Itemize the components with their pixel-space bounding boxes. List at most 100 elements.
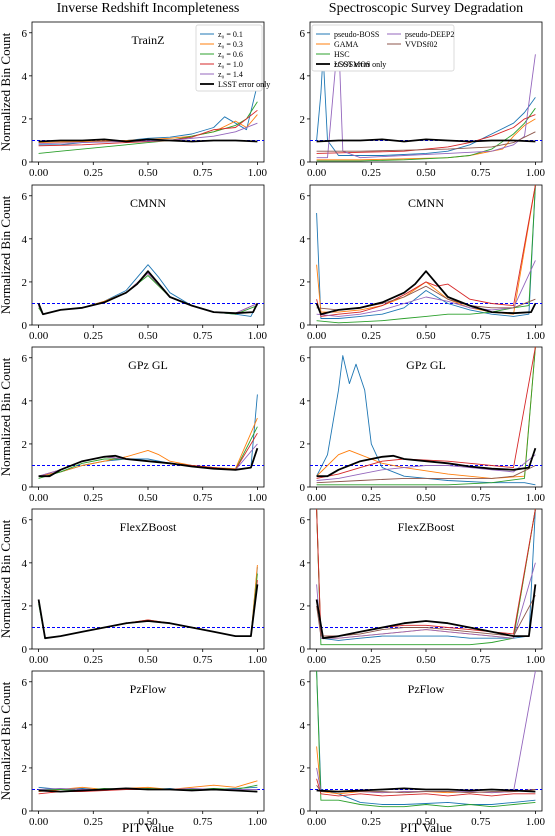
x-axis-label-left: PIT Value <box>122 820 174 835</box>
x-tick-label: 0.00 <box>307 492 327 504</box>
x-tick-label: 0.00 <box>307 167 327 179</box>
x-tick-label: 0.00 <box>29 492 49 504</box>
y-tick-label: 0 <box>22 157 28 169</box>
x-tick-label: 0.25 <box>84 167 104 179</box>
legend-label: z₀ = 0.3 <box>218 40 243 49</box>
series-line-zcosmos <box>316 185 536 317</box>
x-tick-label: 1.00 <box>526 330 546 342</box>
y-tick-label: 6 <box>300 353 306 365</box>
x-tick-label: 0.75 <box>471 654 491 666</box>
x-tick-label: 0.75 <box>471 167 491 179</box>
y-tick-label: 6 <box>22 28 28 40</box>
plot-frame <box>309 184 543 326</box>
series-line-lsst-error-only <box>38 138 258 143</box>
x-tick-label: 0.75 <box>193 167 213 179</box>
series-line-hsc <box>316 107 536 162</box>
panel-title: PzFlow <box>408 682 445 696</box>
x-tick-label: 0.25 <box>362 330 382 342</box>
series-line-z-0-6 <box>38 101 258 154</box>
y-tick-label: 4 <box>300 234 306 246</box>
x-tick-label: 0.25 <box>362 816 382 828</box>
y-tick-label: 2 <box>300 439 306 451</box>
y-tick-label: 4 <box>300 71 306 83</box>
y-tick-label: 6 <box>300 28 306 40</box>
y-tick-label: 6 <box>22 677 28 689</box>
series-line-zcosmos <box>316 114 536 154</box>
y-tick-label: 4 <box>22 396 28 408</box>
y-tick-label: 4 <box>300 720 306 732</box>
panel-gpz-gl-left: GPz GL 0 2 4 6 0.00 0.25 0.50 0.75 1.00 Normalized… <box>0 346 268 504</box>
x-tick-label: 1.00 <box>526 167 546 179</box>
series-line-lsst-error-only <box>37 584 259 640</box>
y-tick-label: 0 <box>22 644 28 656</box>
y-tick-label: 2 <box>22 439 28 451</box>
y-axis-label: Normalized Bin Count <box>0 32 13 151</box>
legend-box <box>311 24 455 72</box>
series-line-lsst-error-only <box>38 787 258 793</box>
panel-flexzboost-right: FlexZBoost 0 2 4 6 0.00 0.25 0.50 0.75 1.00 <box>300 508 546 666</box>
x-tick-label: 0.75 <box>193 816 213 828</box>
y-tick-label: 2 <box>22 277 28 289</box>
y-tick-label: 4 <box>22 71 28 83</box>
legend-label: LSST error only <box>218 80 270 89</box>
column-title-left: Inverse Redshift Incompleteness <box>57 1 240 16</box>
x-tick-label: 0.75 <box>471 816 491 828</box>
x-tick-label: 0.00 <box>307 654 327 666</box>
y-tick-label: 2 <box>22 114 28 126</box>
y-tick-label: 0 <box>300 157 306 169</box>
x-tick-label: 0.75 <box>471 492 491 504</box>
y-axis-label: Normalized Bin Count <box>0 357 13 476</box>
x-axis-labels: PIT Value PIT Value <box>122 820 452 835</box>
y-tick-label: 4 <box>300 396 306 408</box>
y-tick-label: 2 <box>22 601 28 613</box>
column-titles: Inverse Redshift Incompleteness Spectrosc… <box>57 1 524 16</box>
y-tick-label: 0 <box>300 320 306 332</box>
x-tick-label: 0.00 <box>29 816 49 828</box>
x-tick-label: 0.25 <box>84 654 104 666</box>
y-tick-label: 0 <box>300 644 306 656</box>
x-tick-label: 0.50 <box>138 492 158 504</box>
panel-title: GPz GL <box>406 358 446 372</box>
x-tick-label: 0.25 <box>84 330 104 342</box>
x-tick-label: 0.25 <box>362 654 382 666</box>
legend-label: pseudo-BOSS <box>334 30 379 39</box>
y-tick-label: 6 <box>22 515 28 527</box>
series-line-z-0-3 <box>38 780 258 793</box>
legend-left: z₀ = 0.1z₀ = 0.3z₀ = 0.6z₀ = 1.0z₀ = 1.4… <box>195 24 270 92</box>
y-tick-label: 2 <box>22 763 28 775</box>
y-tick-label: 4 <box>300 558 306 570</box>
series-line-lsst-error-only <box>37 270 259 316</box>
x-tick-label: 1.00 <box>248 492 268 504</box>
x-tick-label: 0.50 <box>416 816 436 828</box>
series-line-lsst-error-only <box>315 270 537 316</box>
x-tick-label: 1.00 <box>526 816 546 828</box>
series-line-lsst-error-only <box>316 138 536 143</box>
x-tick-label: 1.00 <box>526 654 546 666</box>
x-axis-label-right: PIT Value <box>400 820 452 835</box>
x-tick-label: 0.50 <box>416 330 436 342</box>
x-tick-label: 0.00 <box>29 654 49 666</box>
legend-label: LSST error only <box>334 60 386 69</box>
y-tick-label: 6 <box>300 677 306 689</box>
panel-title: GPz GL <box>128 358 168 372</box>
panel-pzflow-right: PzFlow 0 2 4 6 0.00 0.25 0.50 0.75 1.00 <box>300 670 546 828</box>
y-tick-label: 4 <box>22 558 28 570</box>
x-tick-label: 0.00 <box>307 330 327 342</box>
y-tick-label: 4 <box>22 720 28 732</box>
y-tick-label: 2 <box>300 763 306 775</box>
plot-frame <box>31 508 265 650</box>
x-tick-label: 0.75 <box>471 330 491 342</box>
x-tick-label: 0.25 <box>84 816 104 828</box>
panel-title: CMNN <box>408 196 444 210</box>
panel-title: FlexZBoost <box>120 520 177 534</box>
panel-title: CMNN <box>130 196 166 210</box>
y-tick-label: 6 <box>300 191 306 203</box>
y-axis-label: Normalized Bin Count <box>0 681 13 800</box>
x-tick-label: 0.50 <box>138 167 158 179</box>
series-line-lsst-error-only <box>316 787 536 793</box>
x-tick-label: 1.00 <box>526 492 546 504</box>
series-line-hsc <box>316 347 536 486</box>
plot-frame <box>309 670 543 812</box>
y-tick-label: 0 <box>300 806 306 818</box>
panel-title: PzFlow <box>130 682 167 696</box>
